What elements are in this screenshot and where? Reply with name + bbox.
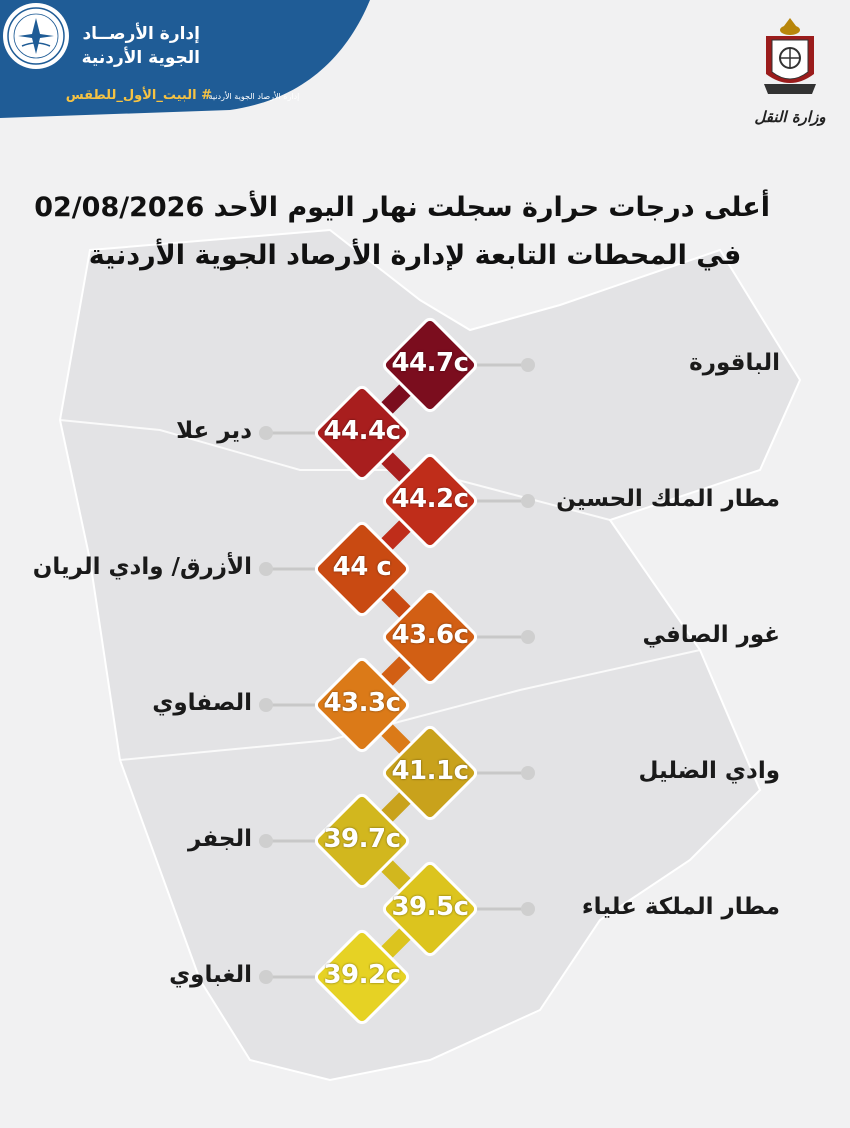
header-badge-shape (0, 0, 370, 118)
hashtag: # البيت_الأول_للطقس (65, 88, 212, 103)
agency-name-line1: إدارة الأرصــاد (82, 24, 200, 44)
station-name: الأزرق/ وادي الريان (32, 554, 252, 580)
station-guide-dot (521, 630, 535, 644)
temperature-value: 39.2c (323, 960, 401, 990)
station-name: الباقورة (689, 350, 780, 376)
agency-name-line2: الجوية الأردنية (81, 48, 200, 68)
temperature-diamond (382, 589, 478, 685)
page-title-line1: أعلى درجات حرارة سجلت نهار اليوم الأحد 0… (34, 192, 770, 223)
temperature-value: 44.2c (391, 484, 469, 514)
coat-of-arms-emblem (764, 18, 816, 94)
temperature-value: 44.4c (323, 416, 401, 446)
station-guide-dot (259, 698, 273, 712)
station-guide-dot (521, 766, 535, 780)
temperature-diamond (314, 929, 410, 1025)
temperature-diamond (382, 725, 478, 821)
temperature-diamond (382, 861, 478, 957)
station-name: وادي الضليل (638, 758, 780, 784)
temperature-value: 39.7c (323, 824, 401, 854)
page-title-line2: في المحطات التابعة لإدارة الأرصاد الجوية… (88, 240, 742, 271)
ministry-caption: وزارة النقل (754, 108, 826, 126)
station-name: مطار الملكة علياء (581, 894, 780, 920)
temperature-diamond (314, 385, 410, 481)
temperature-value: 41.1c (391, 756, 469, 786)
temperature-value: 44 c (332, 552, 392, 582)
station-guide-dot (259, 970, 273, 984)
temperature-diamond (382, 317, 478, 413)
temperature-diamond (314, 521, 410, 617)
meteorological-department-logo (3, 3, 69, 69)
temperature-diamond (314, 793, 410, 889)
station-name: الغباوي (169, 962, 252, 988)
station-guide-dot (259, 426, 273, 440)
temperature-diamond (382, 453, 478, 549)
station-guide-dot (521, 358, 535, 372)
logo-caption: إدارة الأرصاد الجوية الأردنية (208, 92, 300, 101)
station-guide-dot (521, 494, 535, 508)
header-badge: إدارة الأرصــاد الجوية الأردنية # البيت_… (0, 0, 370, 118)
temperature-diamond (314, 657, 410, 753)
temperature-value: 43.6c (391, 620, 469, 650)
temperature-value: 44.7c (391, 348, 469, 378)
station-name: الجفر (188, 826, 252, 852)
station-guide-dot (259, 834, 273, 848)
agency-name: إدارة الأرصــاد الجوية الأردنية (40, 22, 200, 70)
station-guide-dot (521, 902, 535, 916)
station-name: مطار الملك الحسين (556, 486, 780, 512)
station-guide-dot (259, 562, 273, 576)
station-name: غور الصافي (642, 622, 780, 648)
station-name: الصفاوي (152, 690, 252, 716)
temperature-value: 43.3c (323, 688, 401, 718)
station-name: دير علا (176, 418, 252, 444)
temperature-value: 39.5c (391, 892, 469, 922)
